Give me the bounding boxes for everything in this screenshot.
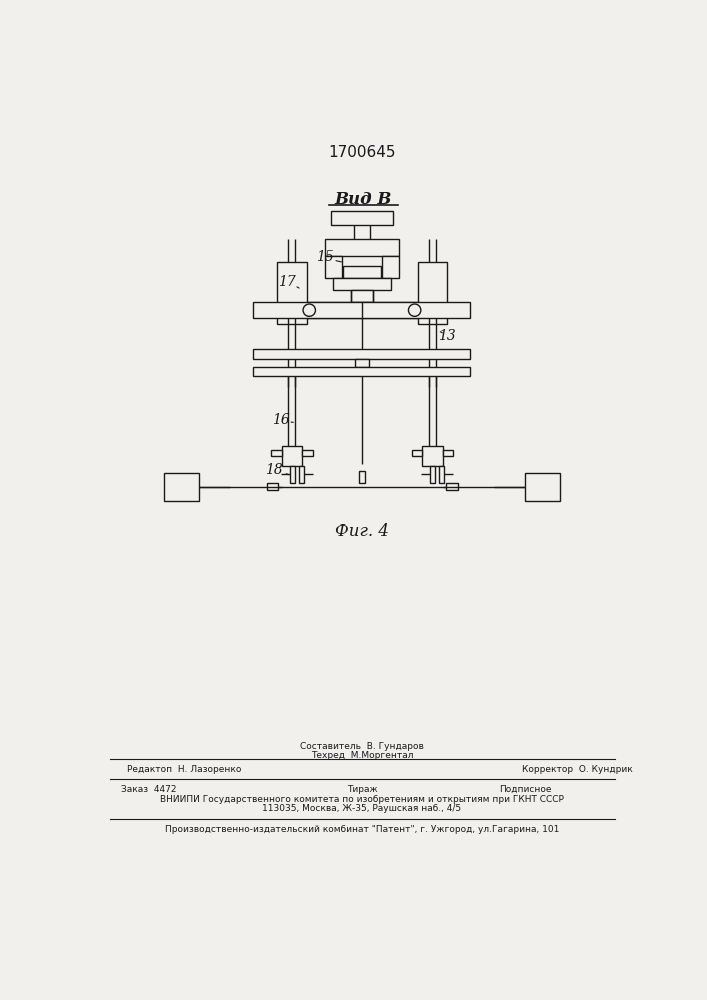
Text: 13: 13: [438, 329, 455, 343]
Bar: [332, 278, 392, 290]
Text: 17: 17: [278, 275, 296, 289]
Bar: [253, 349, 470, 359]
Bar: [418, 262, 448, 324]
Bar: [359, 471, 365, 483]
Bar: [355, 359, 369, 367]
Text: Производственно-издательский комбинат "Патент", г. Ужгород, ул.Гагарина, 101: Производственно-издательский комбинат "П…: [165, 825, 559, 834]
Bar: [299, 466, 304, 483]
Text: Тираж: Тираж: [346, 785, 378, 794]
Text: 16: 16: [271, 413, 289, 427]
Text: 15: 15: [316, 250, 334, 264]
Bar: [271, 450, 282, 456]
Text: Вид В: Вид В: [335, 191, 392, 208]
Text: ВНИИПИ Государственного комитета по изобретениям и открытиям при ГКНТ СССР: ВНИИПИ Государственного комитета по изоб…: [160, 795, 564, 804]
Bar: [282, 446, 303, 466]
Circle shape: [409, 304, 421, 316]
Text: 1700645: 1700645: [328, 145, 396, 160]
Bar: [303, 450, 313, 456]
Bar: [331, 211, 393, 225]
Text: Подписное: Подписное: [499, 785, 551, 794]
Bar: [325, 256, 341, 278]
Bar: [440, 466, 444, 483]
Bar: [446, 483, 458, 490]
Bar: [422, 446, 443, 466]
Bar: [253, 367, 470, 376]
Bar: [325, 239, 399, 256]
Bar: [163, 473, 199, 501]
Text: Корректор  О. Кундрик: Корректор О. Кундрик: [522, 765, 633, 774]
Bar: [276, 302, 448, 318]
Text: Составитель  В. Гундаров: Составитель В. Гундаров: [300, 742, 424, 751]
Text: Редактоп  Н. Лазоренко: Редактоп Н. Лазоренко: [127, 765, 242, 774]
Bar: [382, 256, 399, 278]
Bar: [277, 262, 307, 324]
Text: 113035, Москва, Ж-35, Раушская наб., 4/5: 113035, Москва, Ж-35, Раушская наб., 4/5: [262, 804, 462, 813]
Bar: [253, 302, 470, 318]
Text: Техред  М.Моргентал: Техред М.Моргентал: [310, 751, 413, 760]
Circle shape: [303, 304, 315, 316]
Bar: [343, 266, 381, 278]
Bar: [411, 450, 422, 456]
Bar: [290, 466, 295, 483]
Text: 18: 18: [266, 463, 284, 477]
Text: Фиг. 4: Фиг. 4: [335, 523, 389, 540]
Bar: [525, 473, 561, 501]
Bar: [430, 466, 435, 483]
Text: Заказ  4472: Заказ 4472: [121, 785, 177, 794]
Bar: [351, 290, 373, 302]
Bar: [443, 450, 453, 456]
Bar: [267, 483, 279, 490]
